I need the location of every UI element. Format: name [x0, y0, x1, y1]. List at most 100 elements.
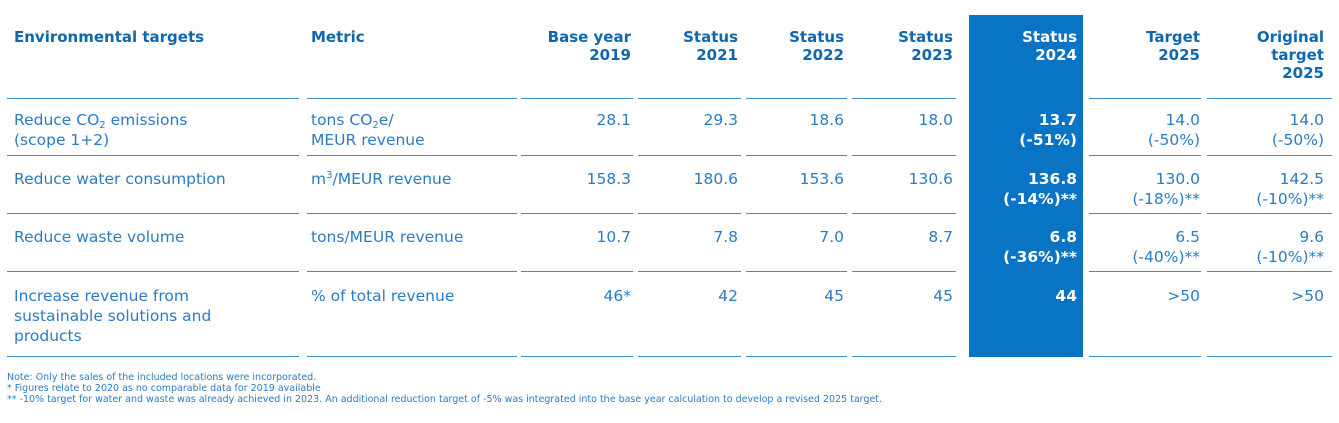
water-metric-post: /MEUR revenue: [332, 170, 452, 188]
water-target-2025-percent: (-18%)**: [1132, 190, 1200, 208]
header-target-2025: Target 2025: [1096, 28, 1200, 64]
water-base-value: 158.3: [586, 170, 631, 188]
row-rule-4-col5: [746, 356, 847, 357]
header-status-2021-line2: 2021: [696, 46, 738, 64]
header-status-2024-line1: Status: [1022, 28, 1077, 46]
header-status-2022: Status 2022: [746, 28, 844, 64]
header-original-line2: target: [1271, 46, 1324, 64]
revenue-target-line3: products: [14, 327, 82, 345]
header-environmental-targets: Environmental targets: [14, 28, 205, 46]
table-row-waste-target: Reduce waste volume: [14, 228, 185, 246]
row-rule-1-col1: [7, 155, 299, 156]
waste-2024-value: 6.8 (-36%)**: [975, 227, 1077, 267]
table-row-water-metric: m3/MEUR revenue: [311, 169, 516, 189]
row-rule-1-col8: [1089, 155, 1201, 156]
co2-metric-line2: MEUR revenue: [311, 131, 425, 149]
revenue-2023-value: 45: [933, 287, 953, 305]
row-rule-1-col9: [1207, 155, 1332, 156]
row-rule-2-col1: [7, 213, 299, 214]
header-target-2025-line2: 2025: [1158, 46, 1200, 64]
waste-original-percent: (-10%)**: [1256, 248, 1324, 266]
header-base-year-line2: 2019: [589, 46, 631, 64]
co2-2022-value: 18.6: [809, 111, 844, 129]
revenue-2022-value: 45: [824, 287, 844, 305]
row-rule-4-col4: [638, 356, 741, 357]
revenue-2021-value: 42: [718, 287, 738, 305]
row-rule-1-col6: [852, 155, 956, 156]
waste-2021-value: 7.8: [713, 228, 738, 246]
header-rule-col9: [1207, 98, 1332, 99]
co2-target-subscript: 2: [99, 120, 106, 131]
water-original-target-value: 142.5 (-10%)**: [1212, 169, 1324, 209]
waste-2024-number: 6.8: [1049, 228, 1077, 246]
co2-target-2025-number: 14.0: [1165, 111, 1200, 129]
header-status-2024-line2: 2024: [1035, 46, 1077, 64]
header-status-2021: Status 2021: [640, 28, 738, 64]
header-status-2024: Status 2024: [975, 28, 1077, 64]
row-rule-2-col9: [1207, 213, 1332, 214]
revenue-original-target-value: >50: [1291, 287, 1324, 305]
waste-target-2025-number: 6.5: [1175, 228, 1200, 246]
row-rule-4-col2: [307, 356, 517, 357]
row-rule-2-col3: [521, 213, 633, 214]
row-rule-3-col8: [1089, 271, 1201, 272]
row-rule-4-col6: [852, 356, 956, 357]
row-rule-1-col2: [307, 155, 517, 156]
co2-2021-value: 29.3: [703, 111, 738, 129]
row-rule-2-col4: [638, 213, 741, 214]
row-rule-4-col9: [1207, 356, 1332, 357]
water-original-number: 142.5: [1279, 170, 1324, 188]
header-original-line1: Original: [1256, 28, 1324, 46]
footnote-single-asterisk: * Figures relate to 2020 as no comparabl…: [7, 383, 321, 394]
co2-target-2025-percent: (-50%): [1147, 131, 1200, 149]
header-original-target-2025: Original target 2025: [1212, 28, 1324, 82]
waste-base-value: 10.7: [596, 228, 631, 246]
waste-target-2025-percent: (-40%)**: [1132, 248, 1200, 266]
header-rule-col6: [852, 98, 956, 99]
header-status-2022-line2: 2022: [802, 46, 844, 64]
co2-2024-percent: (-51%): [1019, 131, 1077, 149]
water-2021-value: 180.6: [693, 170, 738, 188]
revenue-target-2025-value: >50: [1167, 287, 1200, 305]
footnote-note: Note: Only the sales of the included loc…: [7, 372, 317, 383]
row-rule-2-col2: [307, 213, 517, 214]
header-rule-col2: [307, 98, 517, 99]
co2-2024-number: 13.7: [1038, 111, 1077, 129]
header-original-line3: 2025: [1282, 64, 1324, 82]
water-original-percent: (-10%)**: [1256, 190, 1324, 208]
row-rule-3-col3: [521, 271, 633, 272]
revenue-2024-value: 44: [1055, 287, 1077, 305]
waste-original-target-value: 9.6 (-10%)**: [1212, 227, 1324, 267]
row-rule-3-col1: [7, 271, 299, 272]
status-2024-column-highlight: [969, 15, 1083, 357]
waste-original-number: 9.6: [1299, 228, 1324, 246]
row-rule-4-col3: [521, 356, 633, 357]
header-rule-col3: [521, 98, 633, 99]
waste-2024-percent: (-36%)**: [1003, 248, 1077, 266]
header-rule-col1: [7, 98, 299, 99]
water-metric-pre: m: [311, 170, 327, 188]
table-row-revenue-metric: % of total revenue: [311, 287, 455, 305]
row-rule-2-col5: [746, 213, 847, 214]
row-rule-2-col6: [852, 213, 956, 214]
header-base-year-line1: Base year: [547, 28, 631, 46]
row-rule-3-col2: [307, 271, 517, 272]
co2-original-target-value: 14.0 (-50%): [1212, 110, 1324, 150]
co2-metric-post: e/: [378, 111, 394, 129]
row-rule-4-col1: [7, 356, 299, 357]
row-rule-3-col4: [638, 271, 741, 272]
co2-original-percent: (-50%): [1271, 131, 1324, 149]
header-metric: Metric: [311, 28, 365, 46]
row-rule-3-col6: [852, 271, 956, 272]
co2-2023-value: 18.0: [918, 111, 953, 129]
water-2022-value: 153.6: [799, 170, 844, 188]
table-row-revenue-target: Increase revenue from sustainable soluti…: [14, 286, 299, 346]
header-target-2025-line1: Target: [1146, 28, 1200, 46]
row-rule-2-col8: [1089, 213, 1201, 214]
header-status-2021-line1: Status: [683, 28, 738, 46]
water-2024-value: 136.8 (-14%)**: [975, 169, 1077, 209]
header-base-year: Base year 2019: [520, 28, 631, 64]
revenue-target-line1: Increase revenue from: [14, 287, 189, 305]
co2-metric-subscript: 2: [372, 120, 379, 131]
co2-target-scope: (scope 1+2): [14, 131, 110, 149]
